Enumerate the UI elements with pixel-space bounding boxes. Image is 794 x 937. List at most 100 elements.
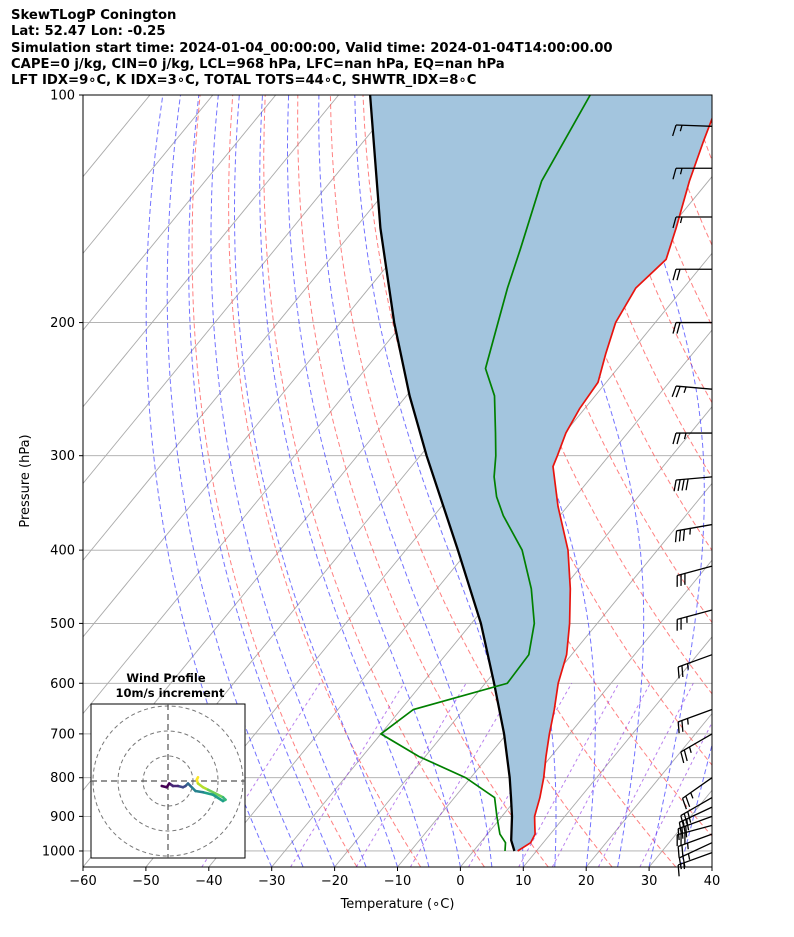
barb-feather — [685, 795, 691, 808]
barb-feather — [680, 815, 685, 827]
barb-half-feather — [679, 216, 683, 224]
moist-adiabat-line — [522, 95, 645, 867]
barb-feather — [681, 845, 684, 857]
barb-feather — [682, 529, 686, 541]
barb-half-feather — [679, 125, 683, 132]
isotherm-line — [711, 866, 712, 867]
moist-adiabat-line — [711, 865, 712, 867]
wind-barb — [672, 432, 712, 445]
hodograph-inset: Wind Profile 10m/s increment — [90, 671, 246, 859]
wind-barb — [672, 216, 712, 229]
moist-adiabat-line — [234, 95, 398, 867]
isotherm-line — [775, 95, 794, 867]
indices-line-1: CAPE=0 j/kg, CIN=0 j/kg, LCL=968 hPa, LF… — [11, 56, 505, 72]
x-tick-label: −60 — [69, 874, 96, 889]
dry-adiabat-line — [297, 95, 549, 867]
y-tick-label: 500 — [50, 617, 75, 632]
barb-shaft — [677, 654, 713, 668]
wind-barb — [674, 523, 713, 543]
wind-barb — [677, 654, 713, 679]
x-tick-label: −20 — [321, 874, 348, 889]
moist-adiabat-line — [259, 95, 430, 867]
wind-barb — [676, 609, 713, 631]
x-tick-label: 0 — [456, 874, 464, 889]
wind-barb — [672, 167, 712, 180]
mixing-ratio-line — [551, 683, 651, 867]
wind-barb — [672, 321, 712, 334]
isotherm-line — [83, 95, 339, 408]
y-tick-label: 900 — [50, 810, 75, 825]
dewpoint-profile-line — [379, 95, 591, 852]
mixing-ratio-line — [409, 683, 518, 867]
barb-feather — [677, 846, 680, 858]
mixing-ratio-line — [597, 683, 694, 867]
x-tick-label: −30 — [258, 874, 285, 889]
x-tick-label: 20 — [578, 874, 595, 889]
barb-feather — [683, 813, 688, 825]
barb-shaft — [677, 609, 713, 620]
barb-feather — [678, 530, 682, 542]
barb-feather — [681, 665, 684, 678]
hodograph-subtitle: 10m/s increment — [116, 686, 225, 700]
wind-barb — [678, 842, 713, 870]
wind-barb — [672, 268, 712, 281]
barb-half-feather — [686, 842, 689, 850]
y-tick-label: 400 — [50, 544, 75, 559]
moist-adiabat-line — [287, 95, 461, 867]
barb-feather — [672, 124, 677, 137]
barb-feather — [687, 811, 692, 823]
y-axis-title: Pressure (hPa) — [18, 434, 33, 527]
location-line: Lat: 52.47 Lon: -0.25 — [11, 24, 166, 40]
dry-adiabat-line — [492, 95, 712, 624]
barb-shaft — [676, 476, 713, 481]
dry-adiabat-line — [787, 95, 794, 867]
dry-adiabat-line — [754, 95, 794, 867]
hodograph-ring — [117, 730, 219, 832]
barb-feather — [675, 386, 681, 398]
moist-adiabat-line — [166, 95, 304, 867]
barb-feather — [672, 269, 677, 281]
hodograph-segment — [201, 790, 215, 797]
x-axis: −60 −50 −40 −30 −20 −10 0 10 20 30 40 — [69, 867, 720, 889]
x-tick-label: −50 — [132, 874, 159, 889]
x-tick-label: −40 — [195, 874, 222, 889]
barb-half-feather — [688, 746, 692, 754]
barb-feather — [677, 666, 680, 679]
barb-feather — [682, 856, 686, 868]
barb-feather — [685, 478, 689, 491]
dry-adiabat-line — [329, 95, 613, 867]
barb-feather — [677, 828, 680, 841]
barb-half-feather — [683, 386, 687, 393]
wind-barb — [673, 476, 713, 492]
hodograph-title: Wind Profile — [126, 671, 206, 685]
barb-feather — [676, 269, 681, 281]
isotherm-line — [585, 712, 712, 867]
y-tick-label: 200 — [50, 316, 75, 331]
moist-adiabat-line — [318, 95, 493, 867]
barb-feather — [677, 479, 681, 492]
moist-adiabat-line — [210, 95, 367, 867]
barb-shaft — [682, 777, 713, 799]
isotherm-line — [83, 95, 465, 561]
barb-feather — [685, 818, 690, 831]
isotherm-line — [522, 636, 712, 867]
barb-half-feather — [679, 168, 683, 175]
barb-shaft — [677, 708, 713, 723]
barb-feather — [671, 385, 677, 397]
isotherm-line — [271, 329, 712, 867]
chart-header: SkewTLogP Conington Lat: 52.47 Lon: -0.2… — [11, 8, 613, 89]
barb-feather — [673, 479, 677, 492]
isotherm-line — [460, 559, 712, 867]
dry-adiabat-line — [525, 95, 712, 552]
hodograph-segment — [214, 792, 225, 799]
barb-feather — [685, 825, 688, 838]
isotherm-line — [83, 95, 214, 255]
wind-barb — [678, 806, 713, 834]
wind-barb — [677, 833, 713, 858]
wind-barb — [676, 565, 713, 587]
y-axis: 100 200 300 400 500 600 700 800 900 1000 — [42, 89, 83, 859]
wind-barb — [672, 124, 713, 137]
barb-feather — [681, 827, 684, 839]
isotherm-line — [83, 95, 277, 331]
